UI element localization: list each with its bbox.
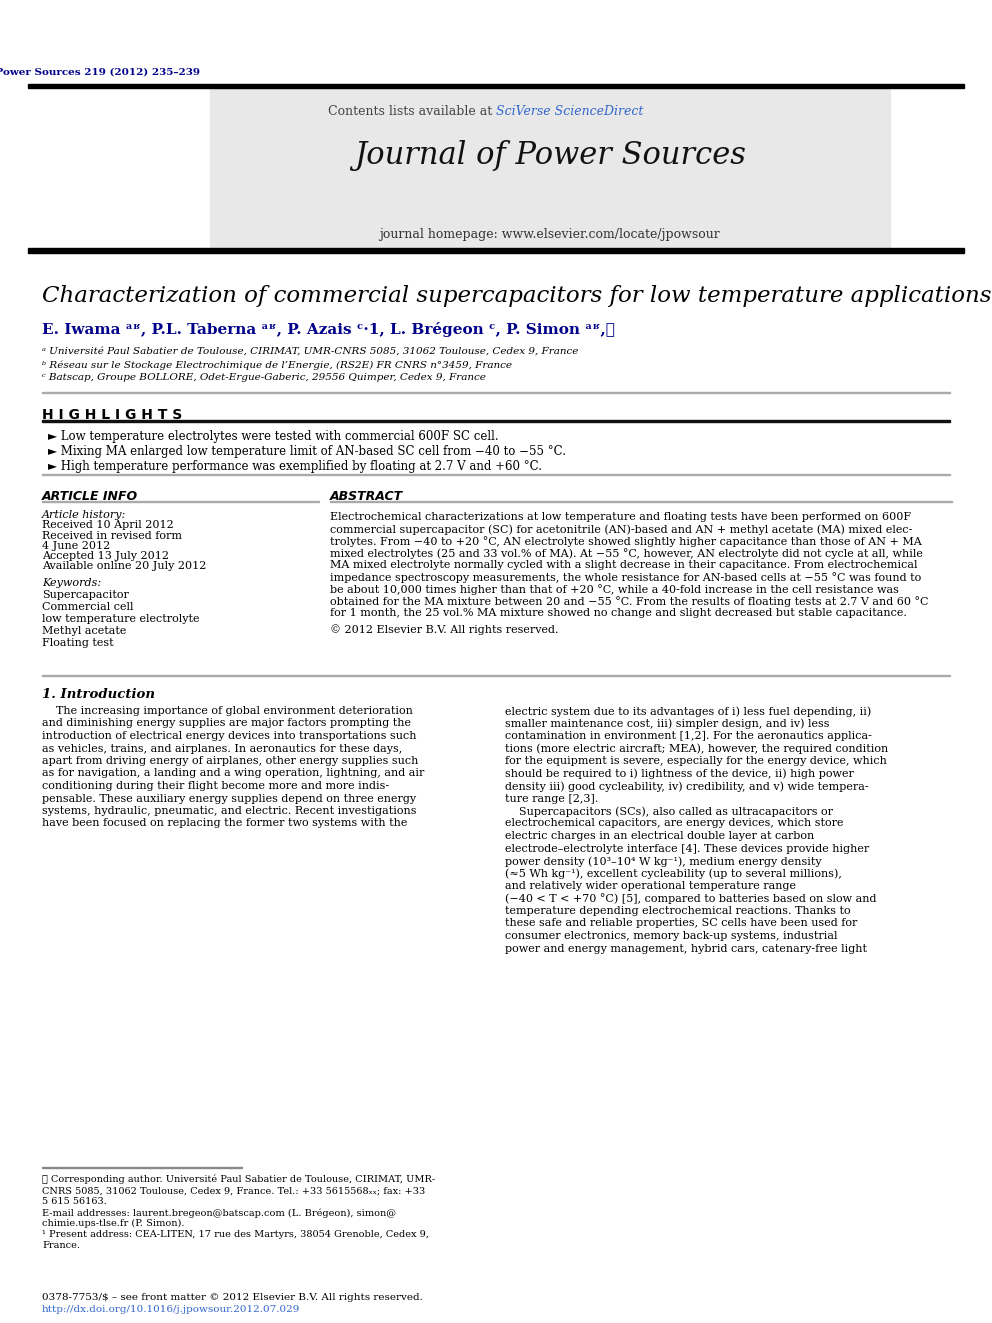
- Text: (−40 < T < +70 °C) [5], compared to batteries based on slow and: (−40 < T < +70 °C) [5], compared to batt…: [505, 893, 877, 905]
- Text: Supercapacitor: Supercapacitor: [42, 590, 129, 601]
- Text: Journal of Power Sources 219 (2012) 235–239: Journal of Power Sources 219 (2012) 235–…: [0, 67, 201, 77]
- Text: be about 10,000 times higher than that of +20 °C, while a 40-fold increase in th: be about 10,000 times higher than that o…: [330, 583, 899, 595]
- Text: 5 615 56163.: 5 615 56163.: [42, 1197, 107, 1207]
- Text: impedance spectroscopy measurements, the whole resistance for AN-based cells at : impedance spectroscopy measurements, the…: [330, 572, 922, 583]
- Text: Commercial cell: Commercial cell: [42, 602, 134, 613]
- Text: France.: France.: [42, 1241, 80, 1250]
- Text: 0378-7753/$ – see front matter © 2012 Elsevier B.V. All rights reserved.: 0378-7753/$ – see front matter © 2012 El…: [42, 1293, 423, 1302]
- Text: for 1 month, the 25 vol.% MA mixture showed no change and slight decreased but s: for 1 month, the 25 vol.% MA mixture sho…: [330, 609, 907, 618]
- Text: ture range [2,3].: ture range [2,3].: [505, 794, 598, 803]
- Text: power density (10³–10⁴ W kg⁻¹), medium energy density: power density (10³–10⁴ W kg⁻¹), medium e…: [505, 856, 821, 867]
- Text: 4 June 2012: 4 June 2012: [42, 541, 110, 550]
- Bar: [28, 247, 964, 253]
- Text: journal homepage: www.elsevier.com/locate/jpowsour: journal homepage: www.elsevier.com/locat…: [380, 228, 720, 241]
- Text: conditioning during their flight become more and more indis-: conditioning during their flight become …: [42, 781, 389, 791]
- Text: Received 10 April 2012: Received 10 April 2012: [42, 520, 174, 531]
- Text: Article history:: Article history:: [42, 509, 126, 520]
- Text: introduction of electrical energy devices into transportations such: introduction of electrical energy device…: [42, 732, 417, 741]
- Text: ⋆ Corresponding author. Université Paul Sabatier de Toulouse, CIRIMAT, UMR-: ⋆ Corresponding author. Université Paul …: [42, 1175, 435, 1184]
- Text: (≈5 Wh kg⁻¹), excellent cycleability (up to several millions),: (≈5 Wh kg⁻¹), excellent cycleability (up…: [505, 868, 842, 878]
- Text: should be required to i) lightness of the device, ii) high power: should be required to i) lightness of th…: [505, 769, 854, 779]
- Text: trolytes. From −40 to +20 °C, AN electrolyte showed slightly higher capacitance : trolytes. From −40 to +20 °C, AN electro…: [330, 536, 922, 546]
- Text: contamination in environment [1,2]. For the aeronautics applica-: contamination in environment [1,2]. For …: [505, 732, 872, 741]
- Text: systems, hydraulic, pneumatic, and electric. Recent investigations: systems, hydraulic, pneumatic, and elect…: [42, 806, 417, 816]
- Text: as for navigation, a landing and a wing operation, lightning, and air: as for navigation, a landing and a wing …: [42, 769, 425, 778]
- Text: apart from driving energy of airplanes, other energy supplies such: apart from driving energy of airplanes, …: [42, 755, 419, 766]
- Text: ► Mixing MA enlarged low temperature limit of AN-based SC cell from −40 to −55 °: ► Mixing MA enlarged low temperature lim…: [48, 445, 566, 458]
- Text: ᵃ Université Paul Sabatier de Toulouse, CIRIMAT, UMR-CNRS 5085, 31062 Toulouse, : ᵃ Université Paul Sabatier de Toulouse, …: [42, 347, 578, 356]
- Text: Keywords:: Keywords:: [42, 578, 101, 587]
- Text: CNRS 5085, 31062 Toulouse, Cedex 9, France. Tel.: +33 5615568ₓₓ; fax: +33: CNRS 5085, 31062 Toulouse, Cedex 9, Fran…: [42, 1185, 426, 1195]
- Text: SciVerse ScienceDirect: SciVerse ScienceDirect: [496, 105, 644, 118]
- Text: Journal of Power Sources: Journal of Power Sources: [354, 140, 746, 171]
- Text: Accepted 13 July 2012: Accepted 13 July 2012: [42, 550, 169, 561]
- Text: Supercapacitors (SCs), also called as ultracapacitors or: Supercapacitors (SCs), also called as ul…: [505, 806, 833, 816]
- Bar: [28, 83, 964, 89]
- Text: Methyl acetate: Methyl acetate: [42, 626, 126, 636]
- Text: Floating test: Floating test: [42, 638, 114, 648]
- Text: temperature depending electrochemical reactions. Thanks to: temperature depending electrochemical re…: [505, 906, 850, 916]
- Text: The increasing importance of global environment deterioration: The increasing importance of global envi…: [42, 706, 413, 716]
- Text: ARTICLE INFO: ARTICLE INFO: [42, 490, 138, 503]
- Text: ¹ Present address: CEA-LITEN, 17 rue des Martyrs, 38054 Grenoble, Cedex 9,: ¹ Present address: CEA-LITEN, 17 rue des…: [42, 1230, 429, 1240]
- Text: E-mail addresses: laurent.bregeon@batscap.com (L. Brégeon), simon@: E-mail addresses: laurent.bregeon@batsca…: [42, 1208, 396, 1217]
- Text: electric charges in an electrical double layer at carbon: electric charges in an electrical double…: [505, 831, 814, 841]
- Text: these safe and reliable properties, SC cells have been used for: these safe and reliable properties, SC c…: [505, 918, 857, 929]
- Text: Available online 20 July 2012: Available online 20 July 2012: [42, 561, 206, 572]
- Text: © 2012 Elsevier B.V. All rights reserved.: © 2012 Elsevier B.V. All rights reserved…: [330, 624, 558, 635]
- Text: Electrochemical characterizations at low temperature and floating tests have bee: Electrochemical characterizations at low…: [330, 512, 911, 523]
- Text: chimie.ups-tlse.fr (P. Simon).: chimie.ups-tlse.fr (P. Simon).: [42, 1218, 185, 1228]
- Text: as vehicles, trains, and airplanes. In aeronautics for these days,: as vehicles, trains, and airplanes. In a…: [42, 744, 402, 754]
- Text: electric system due to its advantages of i) less fuel depending, ii): electric system due to its advantages of…: [505, 706, 871, 717]
- Text: Received in revised form: Received in revised form: [42, 531, 182, 541]
- Text: commercial supercapacitor (SC) for acetonitrile (AN)-based and AN + methyl aceta: commercial supercapacitor (SC) for aceto…: [330, 524, 913, 534]
- Text: MA mixed electrolyte normally cycled with a slight decrease in their capacitance: MA mixed electrolyte normally cycled wit…: [330, 560, 918, 570]
- Text: ᵇ Réseau sur le Stockage Electrochimique de l’Energie, (RS2E) FR CNRS n°3459, Fr: ᵇ Réseau sur le Stockage Electrochimique…: [42, 360, 512, 369]
- Bar: [42, 419, 950, 422]
- Text: pensable. These auxiliary energy supplies depend on three energy: pensable. These auxiliary energy supplie…: [42, 794, 416, 803]
- Text: electrode–electrolyte interface [4]. These devices provide higher: electrode–electrolyte interface [4]. The…: [505, 844, 869, 853]
- Text: Characterization of commercial supercapacitors for low temperature applications: Characterization of commercial supercapa…: [42, 284, 991, 307]
- Text: mixed electrolytes (25 and 33 vol.% of MA). At −55 °C, however, AN electrolyte d: mixed electrolytes (25 and 33 vol.% of M…: [330, 548, 923, 558]
- Text: 1. Introduction: 1. Introduction: [42, 688, 155, 701]
- Text: density iii) good cycleability, iv) credibility, and v) wide tempera-: density iii) good cycleability, iv) cred…: [505, 781, 869, 791]
- Text: http://dx.doi.org/10.1016/j.jpowsour.2012.07.029: http://dx.doi.org/10.1016/j.jpowsour.201…: [42, 1304, 301, 1314]
- Text: obtained for the MA mixture between 20 and −55 °C. From the results of floating : obtained for the MA mixture between 20 a…: [330, 595, 929, 607]
- Text: power and energy management, hybrid cars, catenary-free light: power and energy management, hybrid cars…: [505, 943, 867, 954]
- Text: consumer electronics, memory back-up systems, industrial: consumer electronics, memory back-up sys…: [505, 931, 837, 941]
- Text: for the equipment is severe, especially for the energy device, which: for the equipment is severe, especially …: [505, 755, 887, 766]
- Text: electrochemical capacitors, are energy devices, which store: electrochemical capacitors, are energy d…: [505, 819, 843, 828]
- Text: have been focused on replacing the former two systems with the: have been focused on replacing the forme…: [42, 819, 408, 828]
- Text: E. Iwama ᵃʶ, P.L. Taberna ᵃʶ, P. Azais ᶜ·1, L. Brégeon ᶜ, P. Simon ᵃʶ,⋆: E. Iwama ᵃʶ, P.L. Taberna ᵃʶ, P. Azais ᶜ…: [42, 321, 615, 337]
- Text: ᶜ Batscap, Groupe BOLLORE, Odet-Ergue-Gaberic, 29556 Quimper, Cedex 9, France: ᶜ Batscap, Groupe BOLLORE, Odet-Ergue-Ga…: [42, 373, 486, 382]
- Text: Contents lists available at: Contents lists available at: [327, 105, 496, 118]
- Text: ABSTRACT: ABSTRACT: [330, 490, 403, 503]
- Text: ► High temperature performance was exemplified by floating at 2.7 V and +60 °C.: ► High temperature performance was exemp…: [48, 460, 542, 474]
- Bar: [210, 89, 890, 247]
- Text: and relatively wider operational temperature range: and relatively wider operational tempera…: [505, 881, 796, 890]
- Text: ► Low temperature electrolytes were tested with commercial 600F SC cell.: ► Low temperature electrolytes were test…: [48, 430, 499, 443]
- Text: tions (more electric aircraft; MEA), however, the required condition: tions (more electric aircraft; MEA), how…: [505, 744, 888, 754]
- Text: low temperature electrolyte: low temperature electrolyte: [42, 614, 199, 624]
- Text: smaller maintenance cost, iii) simpler design, and iv) less: smaller maintenance cost, iii) simpler d…: [505, 718, 829, 729]
- Text: and diminishing energy supplies are major factors prompting the: and diminishing energy supplies are majo…: [42, 718, 411, 729]
- Text: H I G H L I G H T S: H I G H L I G H T S: [42, 407, 183, 422]
